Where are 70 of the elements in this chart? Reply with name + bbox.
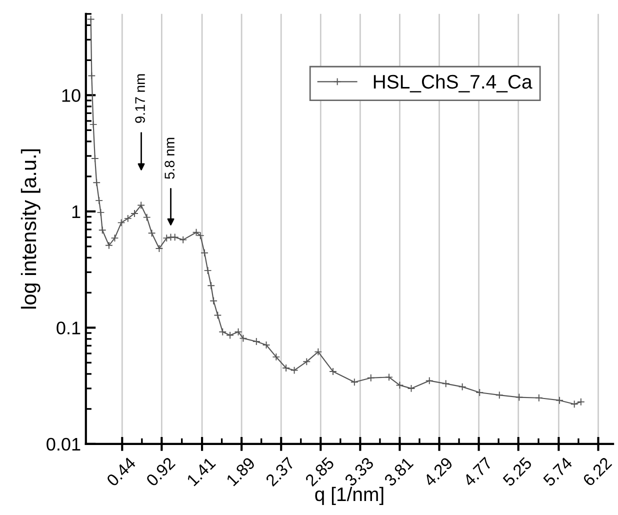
y-tick-label: 10 [62, 89, 80, 102]
point [124, 214, 132, 222]
point [366, 374, 375, 382]
point [142, 213, 151, 222]
point [207, 282, 216, 290]
x-tick-label: 6.22 [582, 456, 612, 487]
x-tick-label: 0.44 [106, 456, 136, 487]
point [148, 229, 156, 238]
point [170, 233, 179, 242]
point [192, 228, 200, 236]
y-axis-title: log intensity [a.u.] [20, 149, 40, 309]
point [234, 328, 242, 336]
x-tick-label: 5.74 [542, 456, 573, 487]
annotation: 5.8 nm [164, 138, 174, 179]
point [329, 368, 337, 376]
x-tick-label: 1.41 [186, 456, 216, 486]
point [476, 388, 484, 396]
point [91, 154, 99, 162]
point [385, 373, 393, 382]
x-axis-title: q [1/nm] [315, 486, 384, 506]
point [396, 381, 404, 390]
point [117, 218, 126, 227]
point [88, 72, 96, 80]
point [105, 241, 113, 250]
point [282, 364, 290, 372]
point [210, 296, 218, 305]
point [302, 358, 311, 366]
point [272, 352, 280, 361]
point [98, 226, 106, 234]
point [252, 338, 260, 346]
x-tick-label: 3.81 [384, 456, 414, 487]
point [425, 376, 434, 385]
point [515, 393, 524, 402]
point [262, 341, 270, 349]
annotation: 9.17 nm [135, 74, 145, 123]
point [495, 391, 504, 400]
x-tick-label: 4.29 [422, 456, 454, 488]
point [89, 120, 98, 128]
point [155, 244, 164, 252]
legend-label: HSL_ChS_7.4_Ca [374, 74, 532, 92]
point [95, 196, 104, 205]
point [162, 234, 171, 242]
point [204, 266, 212, 275]
point [200, 248, 208, 257]
point [407, 384, 416, 392]
y-tick-label: 0.01 [46, 438, 80, 451]
point [314, 348, 322, 356]
point [110, 234, 119, 242]
x-tick-label: 0.92 [145, 456, 176, 487]
point [96, 208, 105, 216]
point [556, 396, 564, 404]
point [570, 400, 578, 408]
point [350, 378, 358, 386]
y-tick-label: 1 [72, 206, 80, 218]
point [137, 201, 146, 210]
point [458, 382, 466, 391]
point [179, 236, 188, 244]
point [442, 380, 450, 388]
x-tick-label: 3.33 [344, 456, 374, 487]
point [92, 178, 101, 187]
point [226, 331, 234, 340]
point [130, 210, 138, 218]
point [534, 394, 543, 402]
y-tick-label: 0.1 [56, 322, 80, 334]
point [239, 334, 248, 342]
point [214, 311, 222, 320]
point [196, 232, 204, 240]
point [218, 328, 227, 336]
point [290, 366, 298, 374]
point [576, 398, 585, 406]
